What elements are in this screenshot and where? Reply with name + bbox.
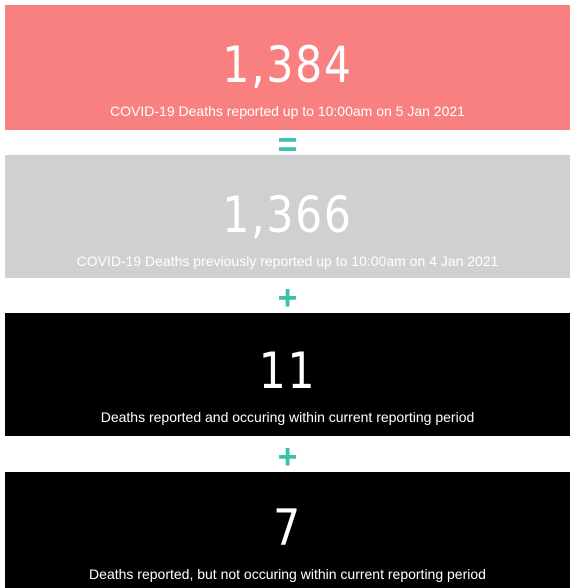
total-card: 1,384 COVID-19 Deaths reported up to 10:… [5, 5, 570, 130]
card-value: 7 [273, 499, 302, 557]
current-period-card: 11 Deaths reported and occuring within c… [5, 313, 570, 436]
operator: + [277, 438, 298, 476]
previous-card: 1,366 COVID-19 Deaths previously reporte… [5, 155, 570, 278]
card-label: COVID-19 Deaths previously reported up t… [76, 253, 499, 269]
other-period-card: 7 Deaths reported, but not occuring with… [5, 472, 570, 588]
card-label: Deaths reported and occuring within curr… [100, 409, 475, 425]
card-label: COVID-19 Deaths reported up to 10:00am o… [110, 103, 465, 119]
operator: = [277, 126, 298, 164]
card-label: Deaths reported, but not occuring within… [89, 566, 486, 582]
card-value: 1,384 [222, 36, 353, 94]
card-value: 11 [258, 342, 317, 400]
card-value: 1,366 [222, 186, 353, 244]
operator: + [277, 279, 298, 317]
